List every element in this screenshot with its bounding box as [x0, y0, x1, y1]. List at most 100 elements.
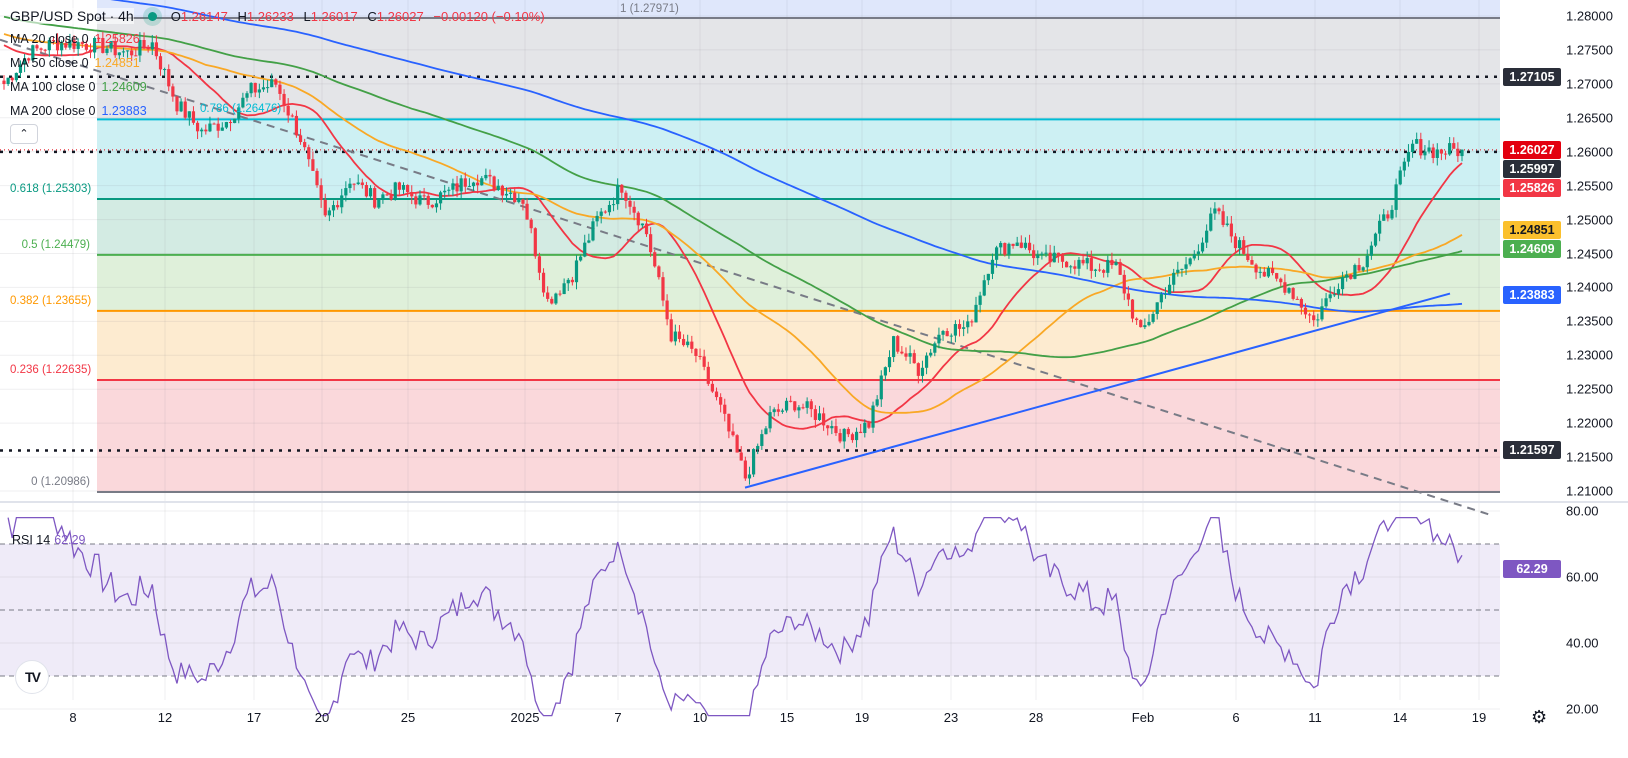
- candle-body: [1027, 242, 1032, 251]
- candle-body: [1015, 242, 1019, 246]
- candle-body: [1097, 269, 1102, 271]
- candle-body: [727, 413, 731, 432]
- ma-line: [3, 44, 1463, 430]
- candle-body: [817, 413, 822, 420]
- candle-body: [1102, 270, 1106, 273]
- candle-body: [191, 111, 196, 123]
- candle-body: [1106, 259, 1110, 273]
- candle-body: [1077, 259, 1081, 269]
- low-value: 1.26017: [310, 8, 358, 24]
- ma-line: [110, 0, 1463, 313]
- candle-body: [265, 87, 270, 89]
- candle-body: [171, 86, 175, 97]
- ma200-legend[interactable]: MA 200 close 0 1.23883: [10, 104, 147, 118]
- time-tick-label: 8: [69, 710, 77, 725]
- candle-body: [294, 115, 299, 136]
- candle-body: [830, 426, 834, 429]
- candle-body: [327, 210, 331, 216]
- candle-body: [1373, 233, 1378, 246]
- candle-body: [1308, 314, 1312, 316]
- candle-body: [1089, 258, 1093, 271]
- candle-body: [859, 431, 863, 434]
- candle-body: [208, 123, 212, 132]
- support-trendline[interactable]: [744, 292, 1451, 489]
- candle-body: [187, 111, 191, 118]
- candle-body: [620, 184, 624, 193]
- candle-body: [879, 375, 883, 400]
- candle-body: [500, 185, 504, 196]
- candle-body: [1287, 288, 1291, 293]
- candle-body: [513, 192, 517, 203]
- collapse-legend-button[interactable]: ⌃: [10, 124, 38, 144]
- ma50-legend[interactable]: MA 50 close 0 1.24851: [10, 56, 140, 70]
- candle-body: [1369, 245, 1373, 256]
- price-tick-label: 1.26500: [1566, 110, 1613, 126]
- ma-line: [3, 33, 1463, 414]
- candle-body: [484, 174, 488, 179]
- ma-label: MA 200 close 0: [10, 104, 96, 118]
- candle-body: [550, 298, 554, 304]
- candle-body: [14, 72, 18, 81]
- candle-body: [599, 211, 603, 216]
- candle-body: [84, 43, 88, 50]
- candle-body: [290, 115, 294, 117]
- market-status-dot-icon: [147, 11, 157, 21]
- ma-value: 1.23883: [101, 104, 147, 118]
- ma-label: MA 50 close 0: [10, 56, 89, 70]
- candle-body: [385, 194, 389, 196]
- candle-body: [163, 69, 167, 71]
- candle-body: [27, 58, 31, 61]
- candle-body: [303, 142, 307, 148]
- candle-body: [476, 182, 480, 186]
- candle-body: [249, 82, 253, 94]
- candle-body: [558, 293, 562, 295]
- candle-body: [776, 409, 780, 412]
- candle-body: [789, 400, 793, 402]
- price-badge: 1.24609: [1503, 239, 1561, 258]
- candle-body: [467, 186, 472, 188]
- settings-gear-icon[interactable]: ⚙: [1531, 707, 1548, 727]
- ma20-legend[interactable]: MA 20 close 0 1.25826: [10, 32, 140, 46]
- rsi-value: 62.29: [54, 533, 86, 547]
- candle-body: [875, 399, 879, 406]
- candle-body: [451, 183, 455, 190]
- candle-body: [751, 449, 756, 475]
- open-value: 1.26147: [180, 8, 228, 24]
- candle-body: [681, 338, 686, 346]
- time-tick-label: 19: [854, 710, 870, 725]
- candle-body: [130, 50, 134, 56]
- candle-body: [1452, 143, 1456, 149]
- candle-body: [1056, 252, 1060, 256]
- candle-body: [838, 433, 842, 442]
- candle-body: [364, 185, 369, 197]
- candle-body: [1159, 294, 1163, 303]
- tradingview-logo[interactable]: TV: [15, 660, 49, 694]
- open-label: O: [170, 8, 181, 24]
- candle-body: [35, 45, 39, 49]
- candle-body: [904, 353, 908, 357]
- ma-label: MA 100 close 0: [10, 80, 96, 94]
- candle-body: [1410, 143, 1415, 152]
- candle-body: [1040, 253, 1044, 255]
- resistance-trendline[interactable]: [0, 38, 1491, 516]
- price-tick-label: 1.24500: [1566, 246, 1613, 261]
- symbol-title[interactable]: GBP/USD Spot · 4h: [10, 8, 134, 24]
- ma100-legend[interactable]: MA 100 close 0 1.24609: [10, 80, 147, 94]
- candle-body: [1357, 265, 1361, 271]
- price-tick-label: 1.22500: [1566, 381, 1613, 397]
- candle-body: [735, 435, 739, 453]
- candle-body: [368, 188, 373, 197]
- candle-body: [850, 434, 855, 441]
- candle-body: [1295, 298, 1299, 300]
- candle-body: [1316, 319, 1320, 321]
- trendlines[interactable]: [0, 38, 1491, 516]
- fib-band: [97, 380, 1500, 492]
- rsi-legend[interactable]: RSI 14 62.29: [12, 533, 86, 547]
- candle-body: [1460, 149, 1464, 157]
- candle-body: [278, 84, 282, 94]
- candle-body: [414, 196, 418, 205]
- candle-body: [570, 279, 574, 283]
- candle-body: [640, 223, 644, 226]
- candle-body: [653, 252, 657, 267]
